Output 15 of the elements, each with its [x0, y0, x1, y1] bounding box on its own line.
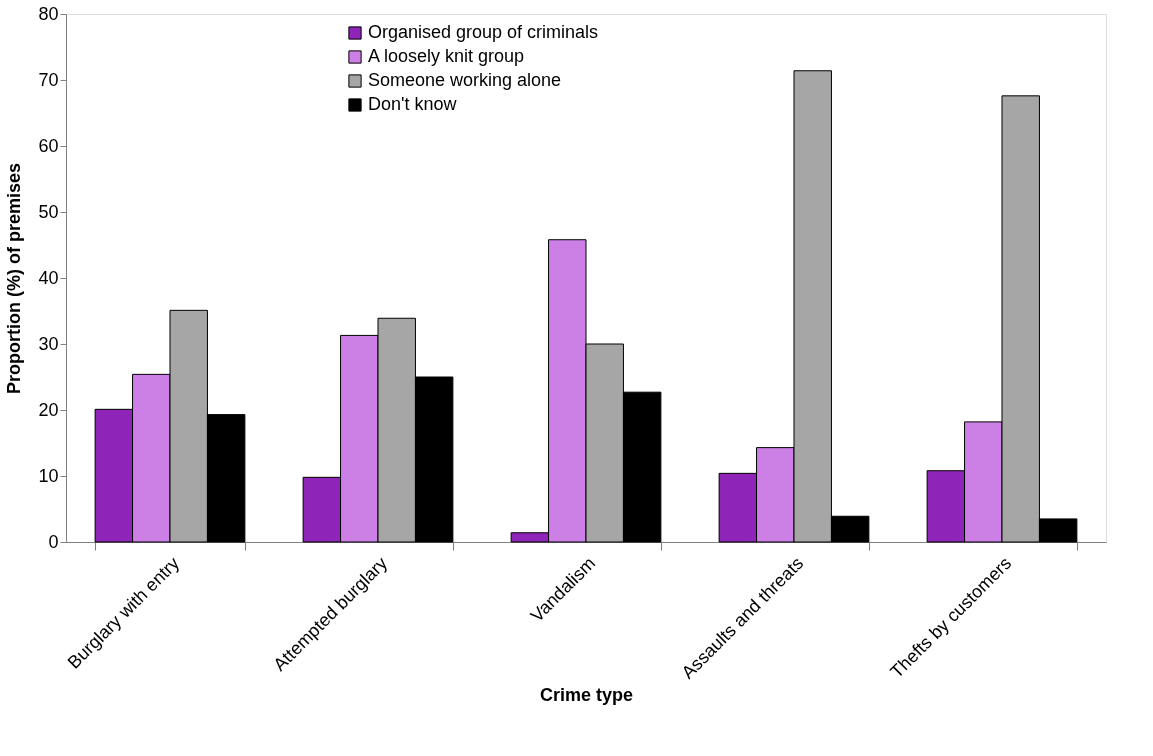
x-axis-title: Crime type — [539, 684, 634, 705]
y-axis-title: Proportion (%) of premises — [4, 162, 25, 395]
y-tick-label: 10 — [38, 465, 59, 486]
y-tick-label: 20 — [38, 399, 59, 420]
legend-label: A loosely knit group — [368, 46, 525, 66]
y-tick-label: 50 — [38, 201, 59, 222]
y-tick-label: 80 — [38, 3, 59, 24]
y-tick-label: 40 — [38, 267, 59, 288]
y-tick-label: 30 — [38, 333, 59, 354]
legend-label: Organised group of criminals — [368, 22, 599, 42]
legend-label: Someone working alone — [368, 70, 562, 90]
y-tick-label: 70 — [38, 69, 59, 90]
legend-label: Don't know — [368, 94, 458, 114]
y-tick-label: 60 — [38, 135, 59, 156]
y-tick-label: 0 — [48, 531, 59, 552]
